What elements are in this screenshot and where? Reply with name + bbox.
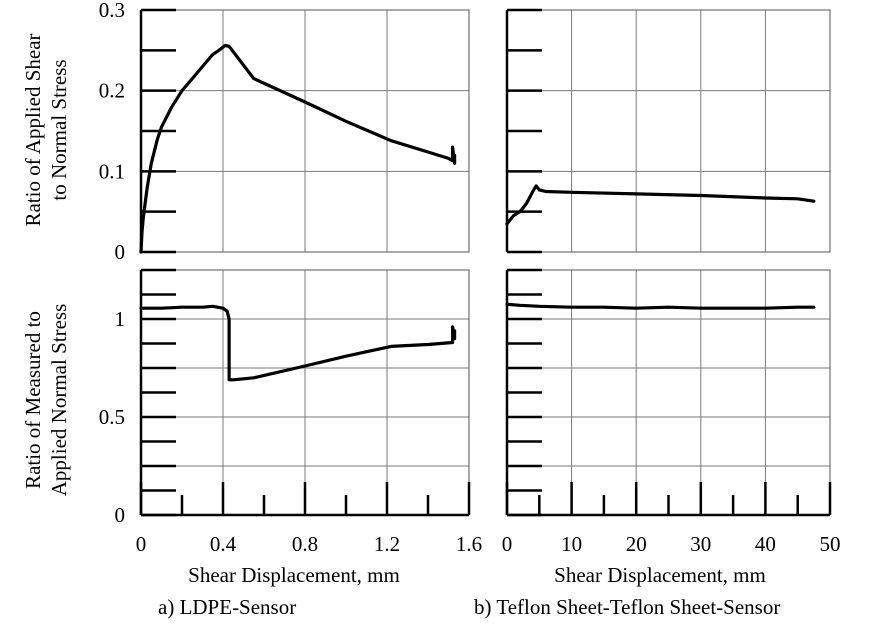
series-line-a_top [139, 43, 457, 254]
xlabel-b: Shear Displacement, mm [554, 563, 766, 587]
ylabel-bottom: Ratio of Measured to Applied Normal Stre… [21, 304, 71, 496]
x-tick-label: 1.6 [456, 532, 482, 556]
panel-a_bottom: 0 0.4 0.8 1.2 1.6 0 0.5 1 [99, 268, 482, 556]
y-tick-label: 0.1 [99, 159, 125, 183]
caption-b: b) Teflon Sheet-Teflon Sheet-Sensor [474, 595, 780, 619]
y-tick-label: 0.3 [99, 0, 125, 22]
ylabel-top-line1: Ratio of Applied Shear [21, 33, 45, 226]
panel-a_top: 0 0.1 0.2 0.3 [99, 0, 470, 264]
y-tick-label: 0.2 [99, 79, 125, 103]
x-tick-label: 0.8 [292, 532, 318, 556]
y-tick-label: 1 [115, 307, 126, 331]
series-line-b_bottom [505, 302, 816, 310]
ylabel-bottom-line1: Ratio of Measured to [21, 311, 45, 489]
ylabel-top-line2: to Normal Stress [47, 59, 71, 200]
x-tick-label: 50 [820, 532, 841, 556]
x-tick-label: 0 [136, 532, 147, 556]
y-tick-label: 0 [115, 240, 126, 264]
y-tick-label: 0 [115, 503, 126, 527]
ylabel-top: Ratio of Applied Shear to Normal Stress [21, 33, 71, 226]
x-tick-label: 30 [690, 532, 711, 556]
x-tick-label: 1.2 [374, 532, 400, 556]
series-line-b_top [505, 184, 816, 226]
xlabel-a: Shear Displacement, mm [188, 563, 400, 587]
y-tick-label: 0.5 [99, 405, 125, 429]
x-tick-label: 0.4 [210, 532, 237, 556]
x-tick-label: 40 [755, 532, 776, 556]
x-tick-label: 20 [626, 532, 647, 556]
series-line-a_bottom [139, 304, 457, 382]
x-tick-label: 10 [561, 532, 582, 556]
ylabel-bottom-line2: Applied Normal Stress [47, 304, 71, 496]
plot-frame [506, 9, 831, 253]
panel-b_top [505, 8, 831, 254]
x-tick-label: 0 [502, 532, 513, 556]
caption-a: a) LDPE-Sensor [158, 595, 296, 619]
panel-b_bottom: 0 10 20 30 40 50 [502, 268, 841, 556]
